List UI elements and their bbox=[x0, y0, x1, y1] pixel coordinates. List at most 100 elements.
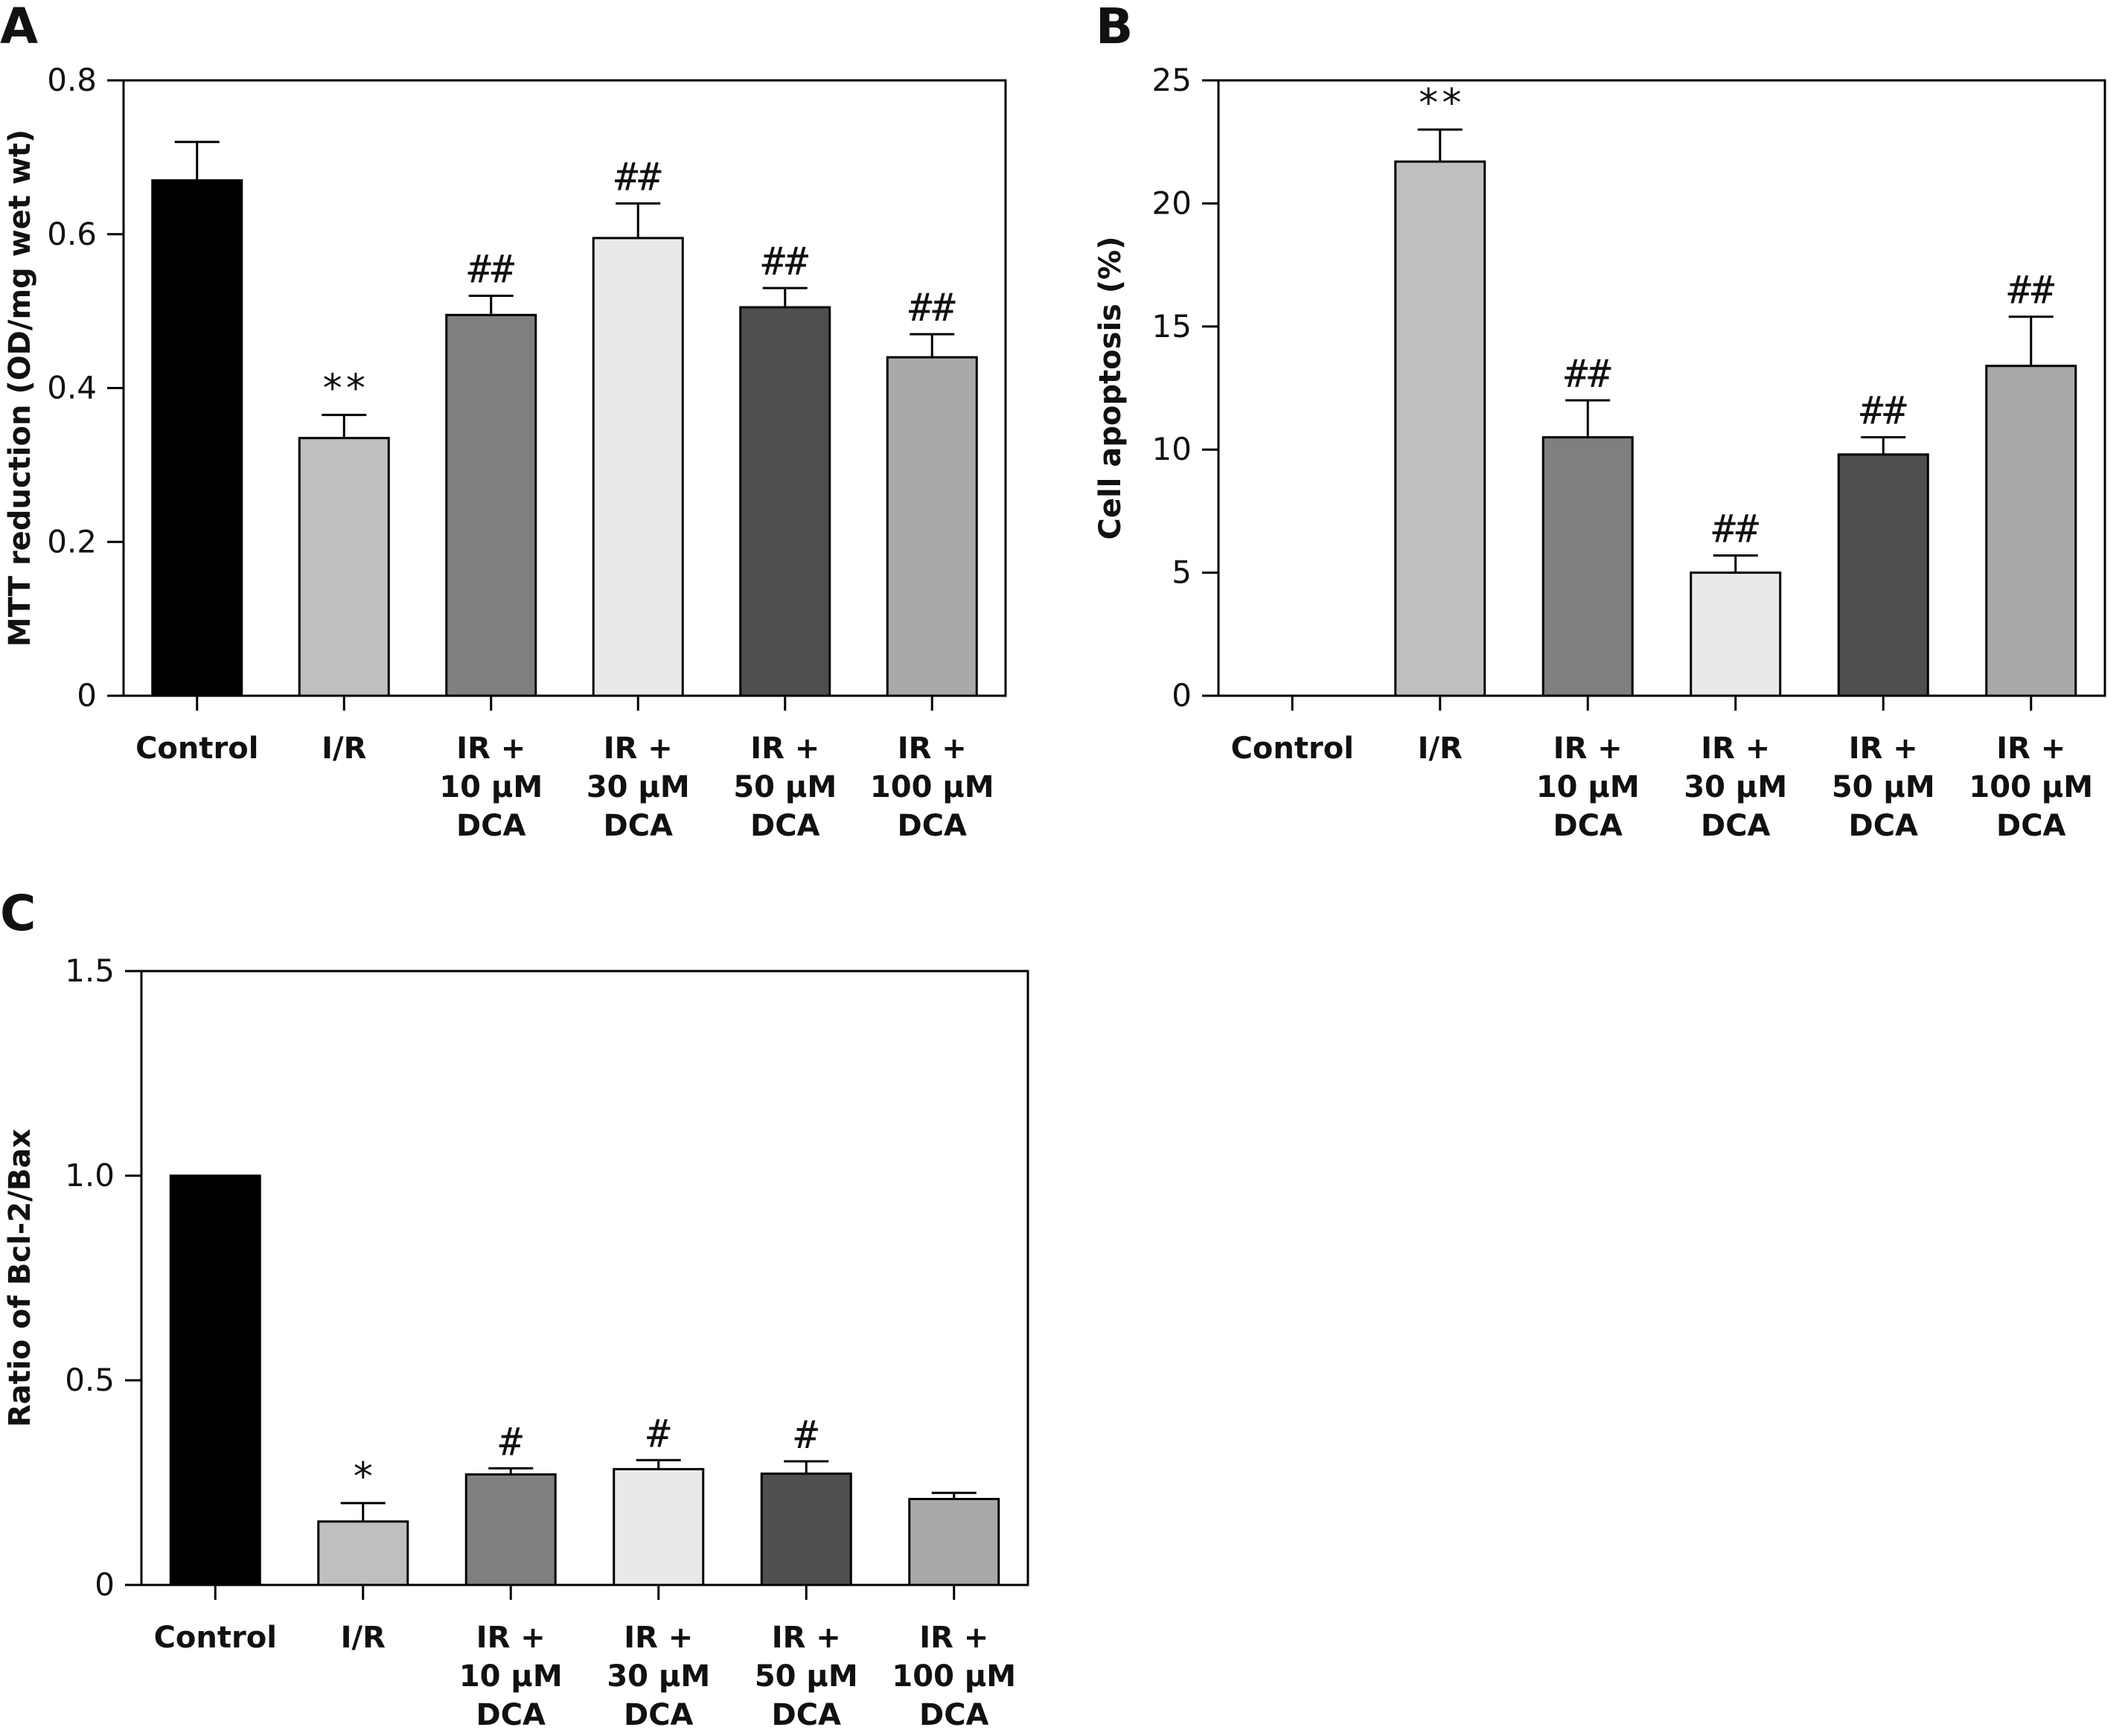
x-tick-label-line: 10 μM bbox=[439, 770, 543, 804]
bar bbox=[613, 1467, 705, 1586]
x-tick-label-line: 50 μM bbox=[755, 1659, 858, 1694]
x-tick-label: IR + 10 μM DCA bbox=[459, 1621, 563, 1732]
x-tick-label-line: IR + bbox=[919, 1621, 988, 1655]
bar bbox=[464, 1473, 557, 1586]
significance-label: ## bbox=[1565, 352, 1611, 397]
x-tick-label-line: I/R bbox=[341, 1621, 386, 1655]
significance-label: ## bbox=[467, 247, 514, 292]
x-tick-label-line: IR + bbox=[604, 731, 673, 766]
bar bbox=[739, 306, 831, 697]
x-tick-label-line: DCA bbox=[750, 809, 820, 843]
y-tick-label: 0 bbox=[95, 1566, 115, 1603]
x-tick-label-line: DCA bbox=[624, 1698, 694, 1732]
chart-panel-c: C 0 0.5 1.0 1.5 Ratio of Bcl-2/Bax Control * I/R… bbox=[0, 885, 1029, 1732]
bar bbox=[1985, 365, 2077, 697]
x-tick-label-line: 50 μM bbox=[1832, 770, 1935, 804]
panel-letter: B bbox=[1096, 0, 1133, 55]
x-tick-label-line: Control bbox=[154, 1621, 277, 1655]
bar bbox=[886, 356, 978, 697]
x-tick-label-line: IR + bbox=[898, 731, 967, 766]
x-tick-label-line: DCA bbox=[897, 809, 967, 843]
y-tick-label: 0.5 bbox=[65, 1362, 115, 1398]
x-tick-label: Control bbox=[1231, 731, 1354, 766]
x-tick-label-line: DCA bbox=[771, 1698, 841, 1732]
bar bbox=[1541, 436, 1634, 697]
x-tick-label-line: DCA bbox=[603, 809, 673, 843]
x-tick-label-line: DCA bbox=[1848, 809, 1918, 843]
x-tick-label: IR + 50 μM DCA bbox=[755, 1621, 858, 1732]
x-tick-label-line: 30 μM bbox=[607, 1659, 710, 1694]
y-tick-label: 1.0 bbox=[65, 1157, 115, 1194]
x-tick-label: I/R bbox=[1418, 731, 1463, 766]
x-tick-label-line: IR + bbox=[624, 1621, 693, 1655]
significance-label: ## bbox=[1860, 389, 1907, 434]
x-tick-label-line: 30 μM bbox=[1684, 770, 1787, 804]
x-tick-label: IR + 10 μM DCA bbox=[439, 731, 543, 843]
x-tick-label-line: Control bbox=[1231, 731, 1354, 766]
x-tick-label-line: DCA bbox=[1553, 809, 1623, 843]
x-tick-label: IR + 100 μM DCA bbox=[1969, 731, 2093, 843]
x-tick-label: IR + 30 μM DCA bbox=[1684, 731, 1787, 843]
chart-panel-b: B 0 5 10 15 20 25 Cell apoptosis (%) Control ** I/… bbox=[1093, 0, 2106, 843]
x-tick-label-line: IR + bbox=[1996, 731, 2065, 766]
x-tick-label-line: 10 μM bbox=[459, 1659, 563, 1694]
bar bbox=[298, 437, 390, 697]
x-tick-label-line: Control bbox=[135, 731, 258, 766]
x-tick-label: IR + 100 μM DCA bbox=[892, 1621, 1016, 1732]
x-tick-label: IR + 50 μM DCA bbox=[733, 731, 837, 843]
significance-label: * bbox=[351, 1455, 374, 1499]
x-tick-label: I/R bbox=[341, 1621, 386, 1655]
plot-frame bbox=[1217, 79, 2106, 697]
x-tick-label-line: DCA bbox=[919, 1698, 989, 1732]
x-tick-label-line: IR + bbox=[1849, 731, 1918, 766]
bar bbox=[908, 1498, 1000, 1586]
x-tick-label-line: IR + bbox=[456, 731, 525, 766]
x-tick-label-line: DCA bbox=[1996, 809, 2066, 843]
significance-label: ** bbox=[321, 367, 368, 411]
plot-frame bbox=[122, 79, 1007, 697]
bar bbox=[760, 1472, 852, 1586]
bar bbox=[1394, 160, 1486, 697]
y-tick-label: 0.2 bbox=[47, 523, 97, 560]
y-tick-label: 10 bbox=[1152, 431, 1192, 467]
x-tick-label-line: DCA bbox=[476, 1698, 546, 1732]
significance-label: ## bbox=[615, 155, 662, 199]
y-tick-label: 1.5 bbox=[65, 952, 115, 989]
bar bbox=[1837, 453, 1929, 697]
y-axis-label: Ratio of Bcl-2/Bax bbox=[3, 1129, 37, 1427]
x-tick-label-line: 100 μM bbox=[870, 770, 994, 804]
x-tick-label-line: 50 μM bbox=[733, 770, 837, 804]
y-tick-label: 15 bbox=[1152, 308, 1192, 345]
significance-label: ** bbox=[1416, 81, 1463, 126]
bar bbox=[317, 1520, 409, 1586]
x-tick-label-line: DCA bbox=[1701, 809, 1771, 843]
x-tick-label-line: IR + bbox=[1701, 731, 1770, 766]
bar bbox=[445, 313, 537, 697]
y-tick-label: 25 bbox=[1152, 62, 1192, 98]
x-tick-label-line: IR + bbox=[476, 1621, 546, 1655]
panel-letter: C bbox=[0, 885, 36, 942]
x-tick-label-line: I/R bbox=[322, 731, 366, 766]
significance-label: # bbox=[647, 1412, 671, 1456]
x-tick-label: IR + 100 μM DCA bbox=[870, 731, 994, 843]
y-tick-label: 0.4 bbox=[47, 370, 97, 406]
bar bbox=[151, 179, 243, 697]
x-tick-label-line: IR + bbox=[772, 1621, 841, 1655]
x-tick-label: IR + 30 μM DCA bbox=[607, 1621, 710, 1732]
plot-frame bbox=[140, 970, 1029, 1586]
x-tick-label-line: IR + bbox=[1553, 731, 1623, 766]
y-tick-label: 0 bbox=[1172, 677, 1192, 714]
bar bbox=[592, 237, 684, 697]
bar bbox=[1690, 571, 1782, 697]
chart-panel-a: A 0 0.2 0.4 0.6 0.8 MTT reduction (OD/mg wet w… bbox=[0, 0, 1007, 843]
y-tick-label: 0.6 bbox=[47, 216, 97, 252]
significance-label: ## bbox=[1712, 507, 1759, 551]
x-tick-label: Control bbox=[135, 731, 258, 766]
y-tick-label: 5 bbox=[1172, 554, 1192, 591]
y-axis-label: MTT reduction (OD/mg wet wt) bbox=[3, 129, 37, 647]
x-tick-label: IR + 30 μM DCA bbox=[587, 731, 690, 843]
x-tick-label: I/R bbox=[322, 731, 366, 766]
x-tick-label: Control bbox=[154, 1621, 277, 1655]
significance-label: # bbox=[499, 1420, 523, 1464]
